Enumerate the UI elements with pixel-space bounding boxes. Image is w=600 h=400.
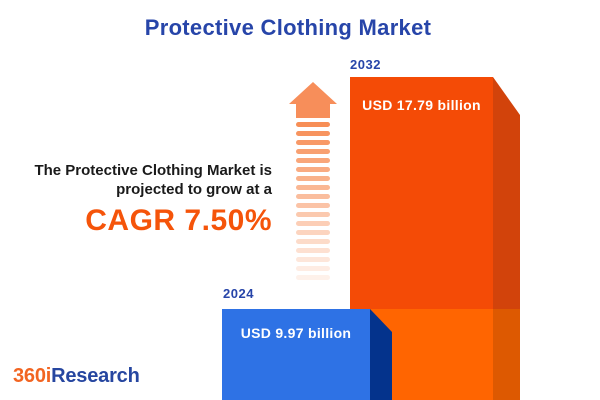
logo: 360iResearch	[13, 365, 140, 388]
bar-2032-year-label: 2032	[350, 57, 381, 72]
bar-2032-side-face	[493, 77, 520, 400]
logo-suffix: Research	[51, 365, 140, 387]
bar-2024-year-label: 2024	[223, 286, 254, 301]
cagr-value: CAGR 7.50%	[85, 204, 272, 237]
bar-2024	[222, 309, 370, 400]
growth-arrow-icon	[289, 82, 337, 118]
bar-2024-value-label: USD 9.97 billion	[240, 325, 352, 341]
page-title: Protective Clothing Market	[144, 15, 432, 40]
annotation-line-1: The Protective Clothing Market is	[34, 162, 272, 179]
growth-annotation: The Protective Clothing Market is projec…	[0, 161, 272, 238]
annotation-line-2: projected to grow at a	[116, 181, 272, 198]
bar-2024-side-face	[370, 309, 392, 400]
bar-2032-value-label: USD 17.79 billion	[362, 97, 481, 113]
logo-prefix: 360i	[13, 365, 52, 387]
arrow-stripes	[296, 122, 330, 284]
